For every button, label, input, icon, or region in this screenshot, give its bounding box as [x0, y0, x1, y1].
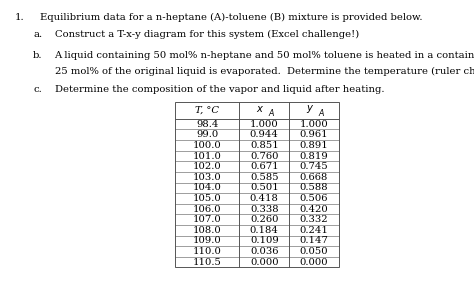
Text: 110.0: 110.0: [193, 247, 222, 256]
Text: $A$: $A$: [318, 107, 325, 118]
Text: 0.944: 0.944: [250, 130, 279, 139]
Text: 0.819: 0.819: [300, 151, 328, 160]
Text: Equilibrium data for a n-heptane (A)-toluene (B) mixture is provided below.: Equilibrium data for a n-heptane (A)-tol…: [40, 13, 423, 22]
Text: 0.147: 0.147: [300, 236, 328, 245]
Text: 0.671: 0.671: [250, 162, 279, 171]
Text: 0.506: 0.506: [300, 194, 328, 203]
Text: 100.0: 100.0: [193, 141, 222, 150]
Text: $x$: $x$: [256, 104, 264, 114]
Text: 101.0: 101.0: [193, 151, 222, 160]
Text: 110.5: 110.5: [193, 258, 222, 267]
Text: 0.418: 0.418: [250, 194, 279, 203]
Text: 0.745: 0.745: [300, 162, 328, 171]
Text: 0.332: 0.332: [300, 215, 328, 224]
Text: Construct a T-x-y diagram for this system (Excel challenge!): Construct a T-x-y diagram for this syste…: [55, 30, 359, 39]
Text: 0.241: 0.241: [300, 226, 328, 235]
Text: 104.0: 104.0: [193, 183, 222, 192]
Text: 1.000: 1.000: [250, 120, 279, 129]
Text: 0.961: 0.961: [300, 130, 328, 139]
Text: 103.0: 103.0: [193, 173, 222, 182]
Text: 0.588: 0.588: [300, 183, 328, 192]
Text: a.: a.: [33, 30, 42, 39]
Text: 0.000: 0.000: [300, 258, 328, 267]
Text: 0.338: 0.338: [250, 205, 279, 214]
Text: 0.760: 0.760: [250, 151, 279, 160]
Text: A liquid containing 50 mol% n-heptane and 50 mol% toluene is heated in a contain: A liquid containing 50 mol% n-heptane an…: [55, 51, 474, 60]
Text: 106.0: 106.0: [193, 205, 222, 214]
Text: 0.420: 0.420: [300, 205, 328, 214]
Text: 109.0: 109.0: [193, 236, 222, 245]
Text: 0.260: 0.260: [250, 215, 279, 224]
Text: 25 mol% of the original liquid is evaporated.  Determine the temperature (ruler : 25 mol% of the original liquid is evapor…: [55, 67, 474, 76]
Text: 0.501: 0.501: [250, 183, 279, 192]
Text: 1.: 1.: [14, 13, 24, 22]
Text: 0.109: 0.109: [250, 236, 279, 245]
Text: 0.050: 0.050: [300, 247, 328, 256]
Text: 99.0: 99.0: [196, 130, 219, 139]
Text: 98.4: 98.4: [196, 120, 219, 129]
Text: 102.0: 102.0: [193, 162, 222, 171]
Text: 0.668: 0.668: [300, 173, 328, 182]
Text: c.: c.: [33, 85, 42, 94]
Text: 0.036: 0.036: [250, 247, 279, 256]
Text: 0.000: 0.000: [250, 258, 279, 267]
Text: 1.000: 1.000: [300, 120, 328, 129]
Text: 107.0: 107.0: [193, 215, 222, 224]
Text: $A$: $A$: [268, 107, 275, 118]
Bar: [175, 102, 339, 267]
Text: b.: b.: [33, 51, 43, 60]
Text: 0.891: 0.891: [300, 141, 328, 150]
Text: 0.184: 0.184: [250, 226, 279, 235]
Text: T, °C: T, °C: [195, 106, 219, 115]
Text: 105.0: 105.0: [193, 194, 222, 203]
Text: $y$: $y$: [306, 103, 314, 115]
Text: Determine the composition of the vapor and liquid after heating.: Determine the composition of the vapor a…: [55, 85, 384, 94]
Text: 0.851: 0.851: [250, 141, 279, 150]
Text: 108.0: 108.0: [193, 226, 222, 235]
Text: 0.585: 0.585: [250, 173, 279, 182]
